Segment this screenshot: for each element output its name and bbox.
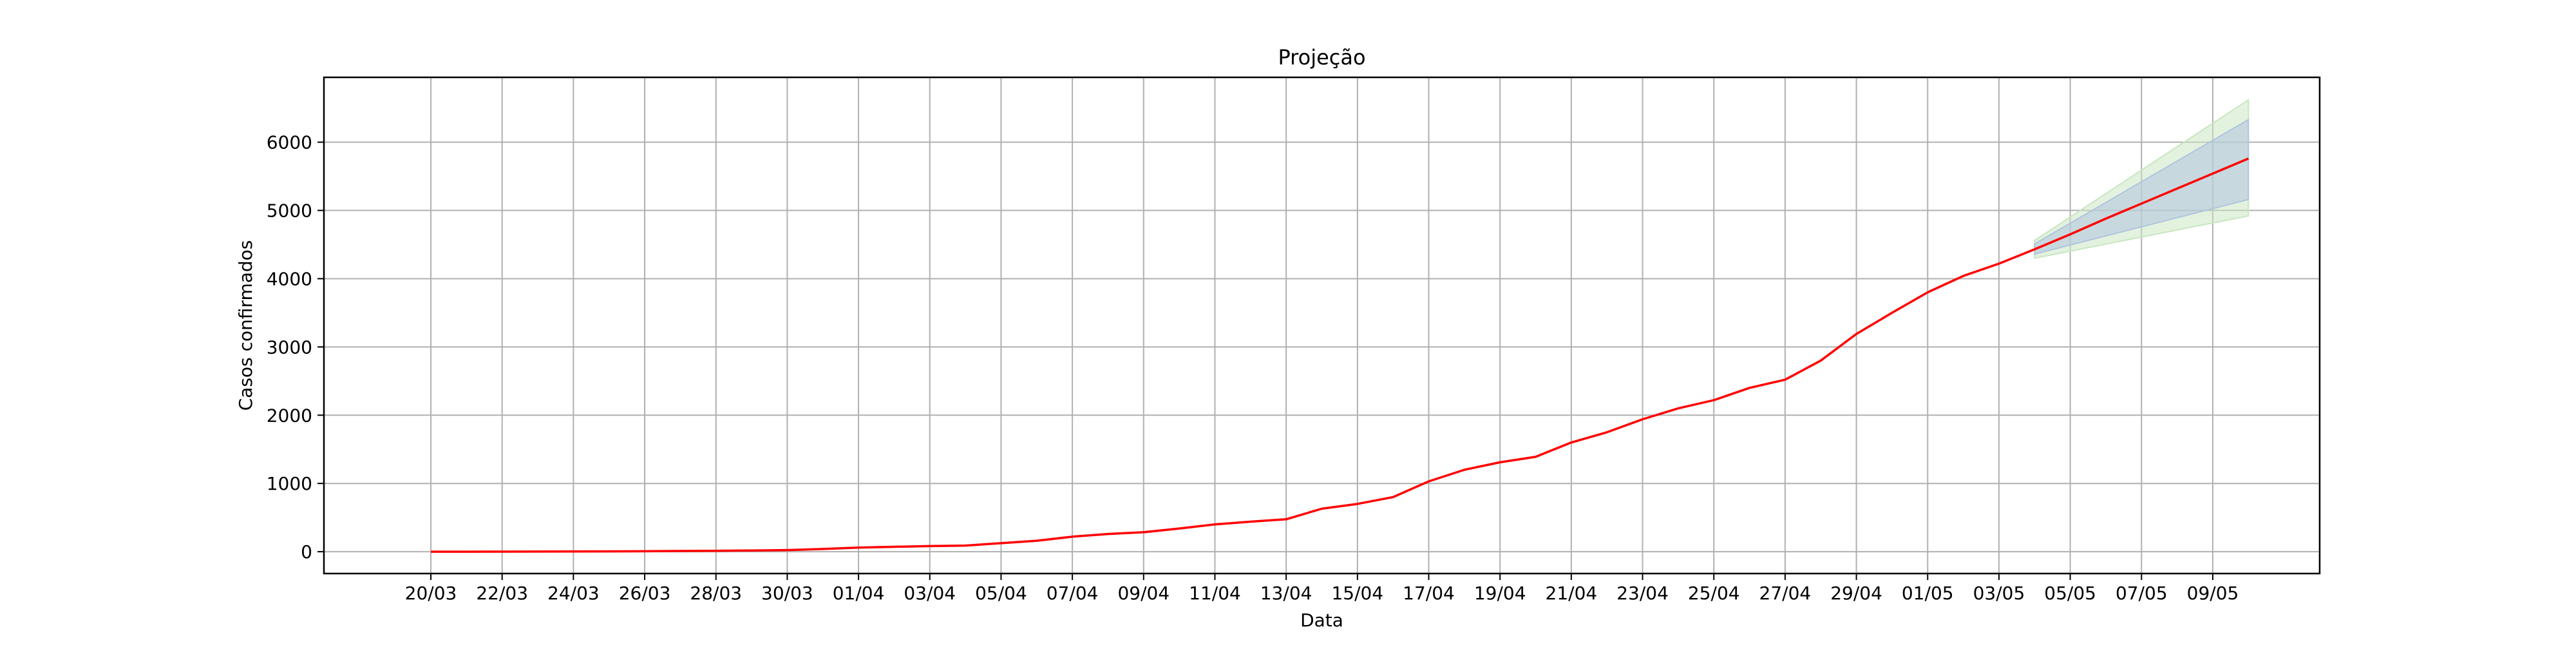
y-tick-label: 2000 — [267, 405, 312, 426]
band-layer — [2034, 99, 2249, 259]
y-tick-label: 0 — [301, 541, 312, 563]
x-tick-label: 19/04 — [1474, 583, 1526, 604]
x-tick-label: 05/05 — [2044, 583, 2096, 604]
x-tick-label: 01/05 — [1902, 583, 1954, 604]
x-tick-label: 07/04 — [1046, 583, 1099, 604]
chart-title: Projeção — [1278, 45, 1365, 70]
x-tick-label: 09/05 — [2187, 583, 2239, 604]
x-tick-label: 30/03 — [761, 583, 813, 604]
y-tick-label: 6000 — [267, 132, 312, 153]
line-layer — [431, 157, 2249, 553]
x-tick-label: 15/04 — [1331, 583, 1383, 604]
y-axis-ticks: 0 1000 2000 3000 4000 5000 6000 — [267, 132, 324, 563]
x-tick-label: 20/03 — [405, 583, 457, 604]
x-tick-label: 22/03 — [476, 583, 528, 604]
y-tick-label: 4000 — [267, 268, 312, 289]
y-tick-label: 3000 — [267, 336, 312, 358]
y-tick-label: 1000 — [267, 473, 312, 494]
x-axis-ticks: 20/03 22/03 24/03 26/03 28/03 30/03 01/04 03/04… — [405, 574, 2239, 604]
plot-frame — [323, 76, 2321, 575]
series-line — [431, 157, 2249, 553]
x-tick-label: 25/04 — [1688, 583, 1740, 604]
x-tick-label: 09/04 — [1117, 583, 1170, 604]
projection-band-inner — [2034, 118, 2249, 255]
x-tick-label: 07/05 — [2116, 583, 2168, 604]
y-tick-label: 5000 — [267, 200, 312, 222]
x-axis-label: Data — [1300, 610, 1343, 631]
x-tick-label: 21/04 — [1546, 583, 1598, 604]
x-tick-label: 01/04 — [833, 583, 885, 604]
x-tick-label: 24/03 — [547, 583, 600, 604]
x-tick-label: 28/03 — [690, 583, 742, 604]
y-axis-label: Casos confirmados — [235, 240, 256, 411]
x-tick-label: 17/04 — [1403, 583, 1455, 604]
x-tick-label: 29/04 — [1830, 583, 1882, 604]
x-tick-label: 05/04 — [975, 583, 1027, 604]
x-tick-label: 23/04 — [1616, 583, 1669, 604]
x-tick-label: 03/04 — [904, 583, 956, 604]
x-tick-label: 03/05 — [1973, 583, 2025, 604]
x-tick-label: 13/04 — [1260, 583, 1312, 604]
x-tick-label: 11/04 — [1189, 583, 1241, 604]
x-tick-label: 26/03 — [619, 583, 671, 604]
x-tick-label: 27/04 — [1759, 583, 1812, 604]
